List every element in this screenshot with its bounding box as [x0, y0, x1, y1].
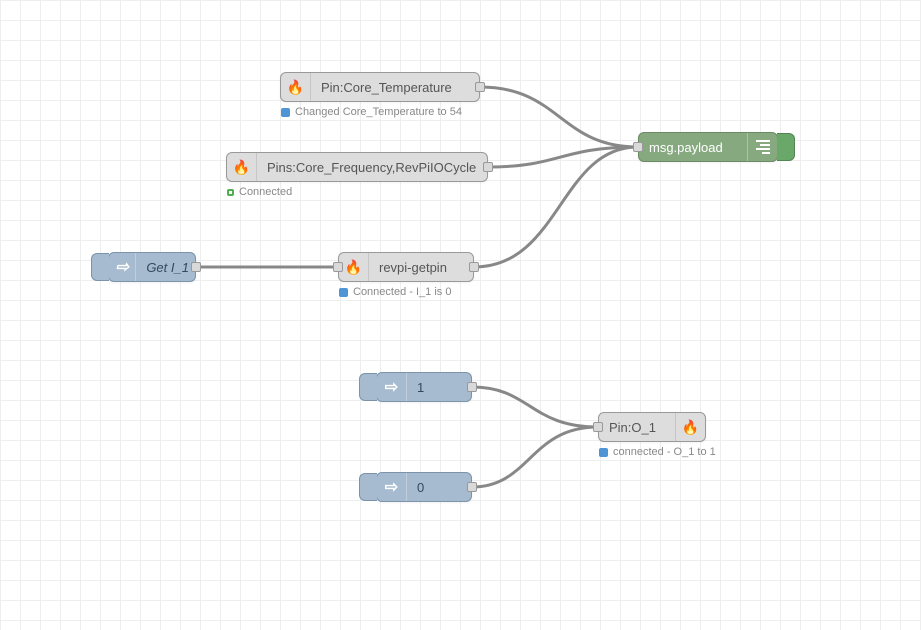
input-port[interactable]	[333, 262, 343, 272]
output-port[interactable]	[469, 262, 479, 272]
wire	[474, 147, 638, 267]
status-dot	[599, 448, 608, 457]
node-label: 0	[407, 480, 434, 495]
arrow-icon: ⇨	[377, 473, 407, 501]
status-text: Connected - I_1 is 0	[353, 286, 451, 298]
arrow-icon: ⇨	[109, 253, 136, 281]
node-label: 1	[407, 380, 434, 395]
status-dot	[281, 108, 290, 117]
node-label: Pins:Core_Frequency,RevPiIOCycle	[257, 160, 486, 175]
bars-icon	[747, 133, 777, 161]
status-dot	[339, 288, 348, 297]
node-core-temperature[interactable]: 🔥 Pin:Core_Temperature Changed Core_Temp…	[280, 72, 480, 102]
input-port[interactable]	[593, 422, 603, 432]
node-status: connected - O_1 to 1	[599, 446, 716, 458]
node-status: Connected - I_1 is 0	[339, 286, 451, 298]
fire-icon: 🔥	[281, 73, 311, 101]
fire-icon: 🔥	[227, 153, 257, 181]
node-get-i1[interactable]: ⇨ Get I_1	[108, 252, 196, 282]
inject-button[interactable]	[91, 253, 109, 281]
output-port[interactable]	[483, 162, 493, 172]
node-status: Connected	[227, 186, 292, 198]
node-inject-1[interactable]: ⇨ 1	[376, 372, 472, 402]
output-port[interactable]	[475, 82, 485, 92]
status-text: Changed Core_Temperature to 54	[295, 106, 462, 118]
node-debug[interactable]: msg.payload	[638, 132, 778, 162]
inject-button[interactable]	[359, 473, 377, 501]
fire-icon: 🔥	[339, 253, 369, 281]
node-label: revpi-getpin	[369, 260, 457, 275]
arrow-icon: ⇨	[377, 373, 407, 401]
node-core-frequency[interactable]: 🔥 Pins:Core_Frequency,RevPiIOCycle Conne…	[226, 152, 488, 182]
status-text: Connected	[239, 186, 292, 198]
debug-toggle-button[interactable]	[777, 133, 795, 161]
node-status: Changed Core_Temperature to 54	[281, 106, 462, 118]
fire-icon: 🔥	[675, 413, 705, 441]
node-revpi-getpin[interactable]: 🔥 revpi-getpin Connected - I_1 is 0	[338, 252, 474, 282]
output-port[interactable]	[467, 482, 477, 492]
wire	[472, 427, 598, 487]
wire	[488, 147, 638, 167]
node-pin-o1[interactable]: Pin:O_1 🔥 connected - O_1 to 1	[598, 412, 706, 442]
output-port[interactable]	[467, 382, 477, 392]
node-label: Pin:Core_Temperature	[311, 80, 462, 95]
wire	[480, 87, 638, 147]
status-dot	[227, 189, 234, 196]
node-inject-0[interactable]: ⇨ 0	[376, 472, 472, 502]
output-port[interactable]	[191, 262, 201, 272]
wire	[472, 387, 598, 427]
node-label: msg.payload	[639, 140, 747, 155]
status-text: connected - O_1 to 1	[613, 446, 716, 458]
inject-button[interactable]	[359, 373, 377, 401]
node-label: Get I_1	[136, 260, 195, 275]
node-label: Pin:O_1	[599, 420, 675, 435]
input-port[interactable]	[633, 142, 643, 152]
